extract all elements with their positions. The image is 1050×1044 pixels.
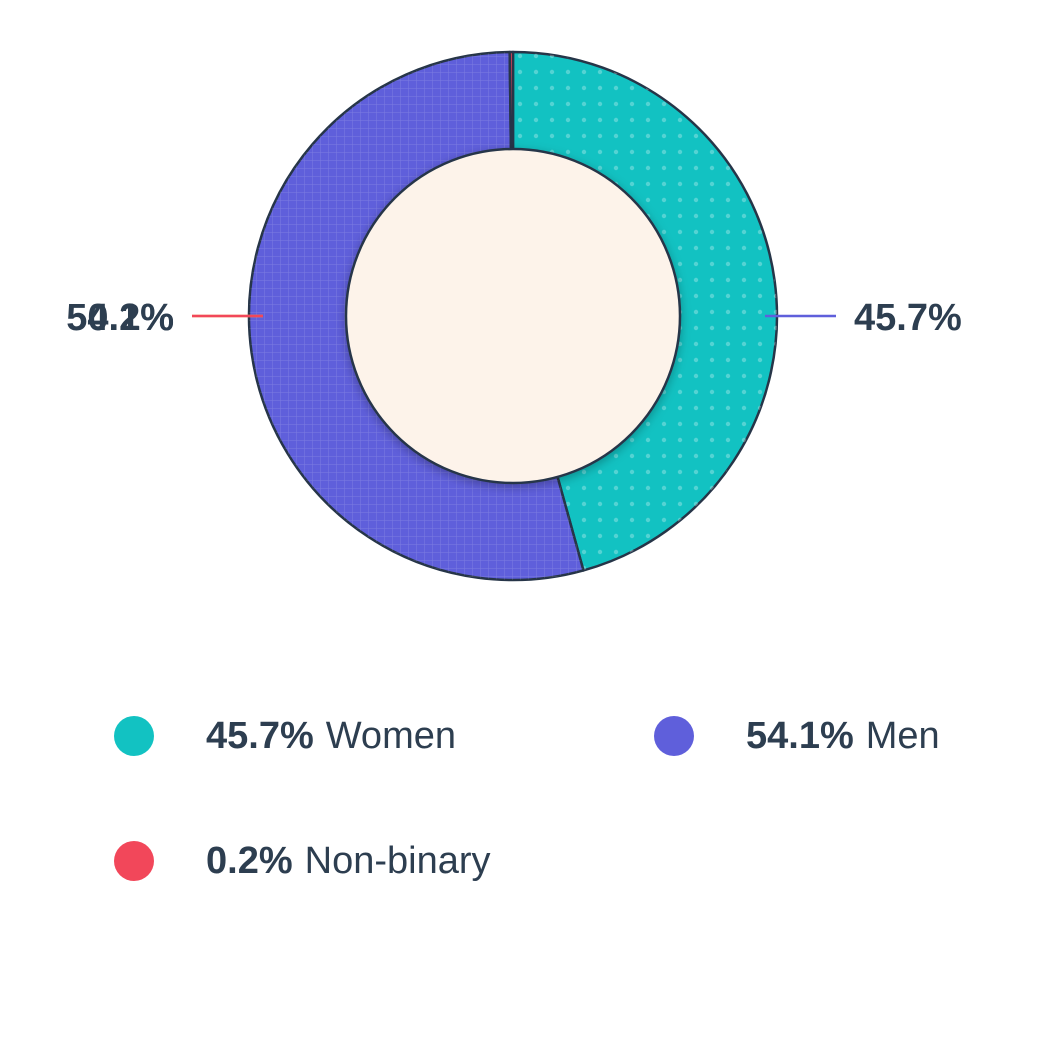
- donut-hole: [344, 147, 682, 485]
- legend-item-non-binary: 0.2% Non-binary: [114, 839, 491, 883]
- legend-item-men: 54.1% Men: [654, 714, 940, 758]
- legend-item-women: 45.7% Women: [114, 714, 456, 758]
- legend-value-women: 45.7%: [206, 714, 314, 757]
- legend-swatch-women: [114, 716, 154, 756]
- legend-swatch-men: [654, 716, 694, 756]
- data-label-non-binary: 0.2%: [87, 297, 174, 339]
- legend-value-men: 54.1%: [746, 714, 854, 757]
- legend-label-men: Men: [865, 714, 940, 757]
- data-label-men: 54.1%: [66, 297, 174, 339]
- legend-swatch-non-binary: [114, 841, 154, 881]
- donut-chart: 45.7% 54.1%0.2%: [66, 50, 962, 582]
- legend-label-women: Women: [325, 714, 456, 757]
- legend-value-non-binary: 0.2%: [206, 839, 293, 882]
- data-label-women: 45.7%: [854, 297, 962, 339]
- legend-label-non-binary: Non-binary: [304, 839, 491, 882]
